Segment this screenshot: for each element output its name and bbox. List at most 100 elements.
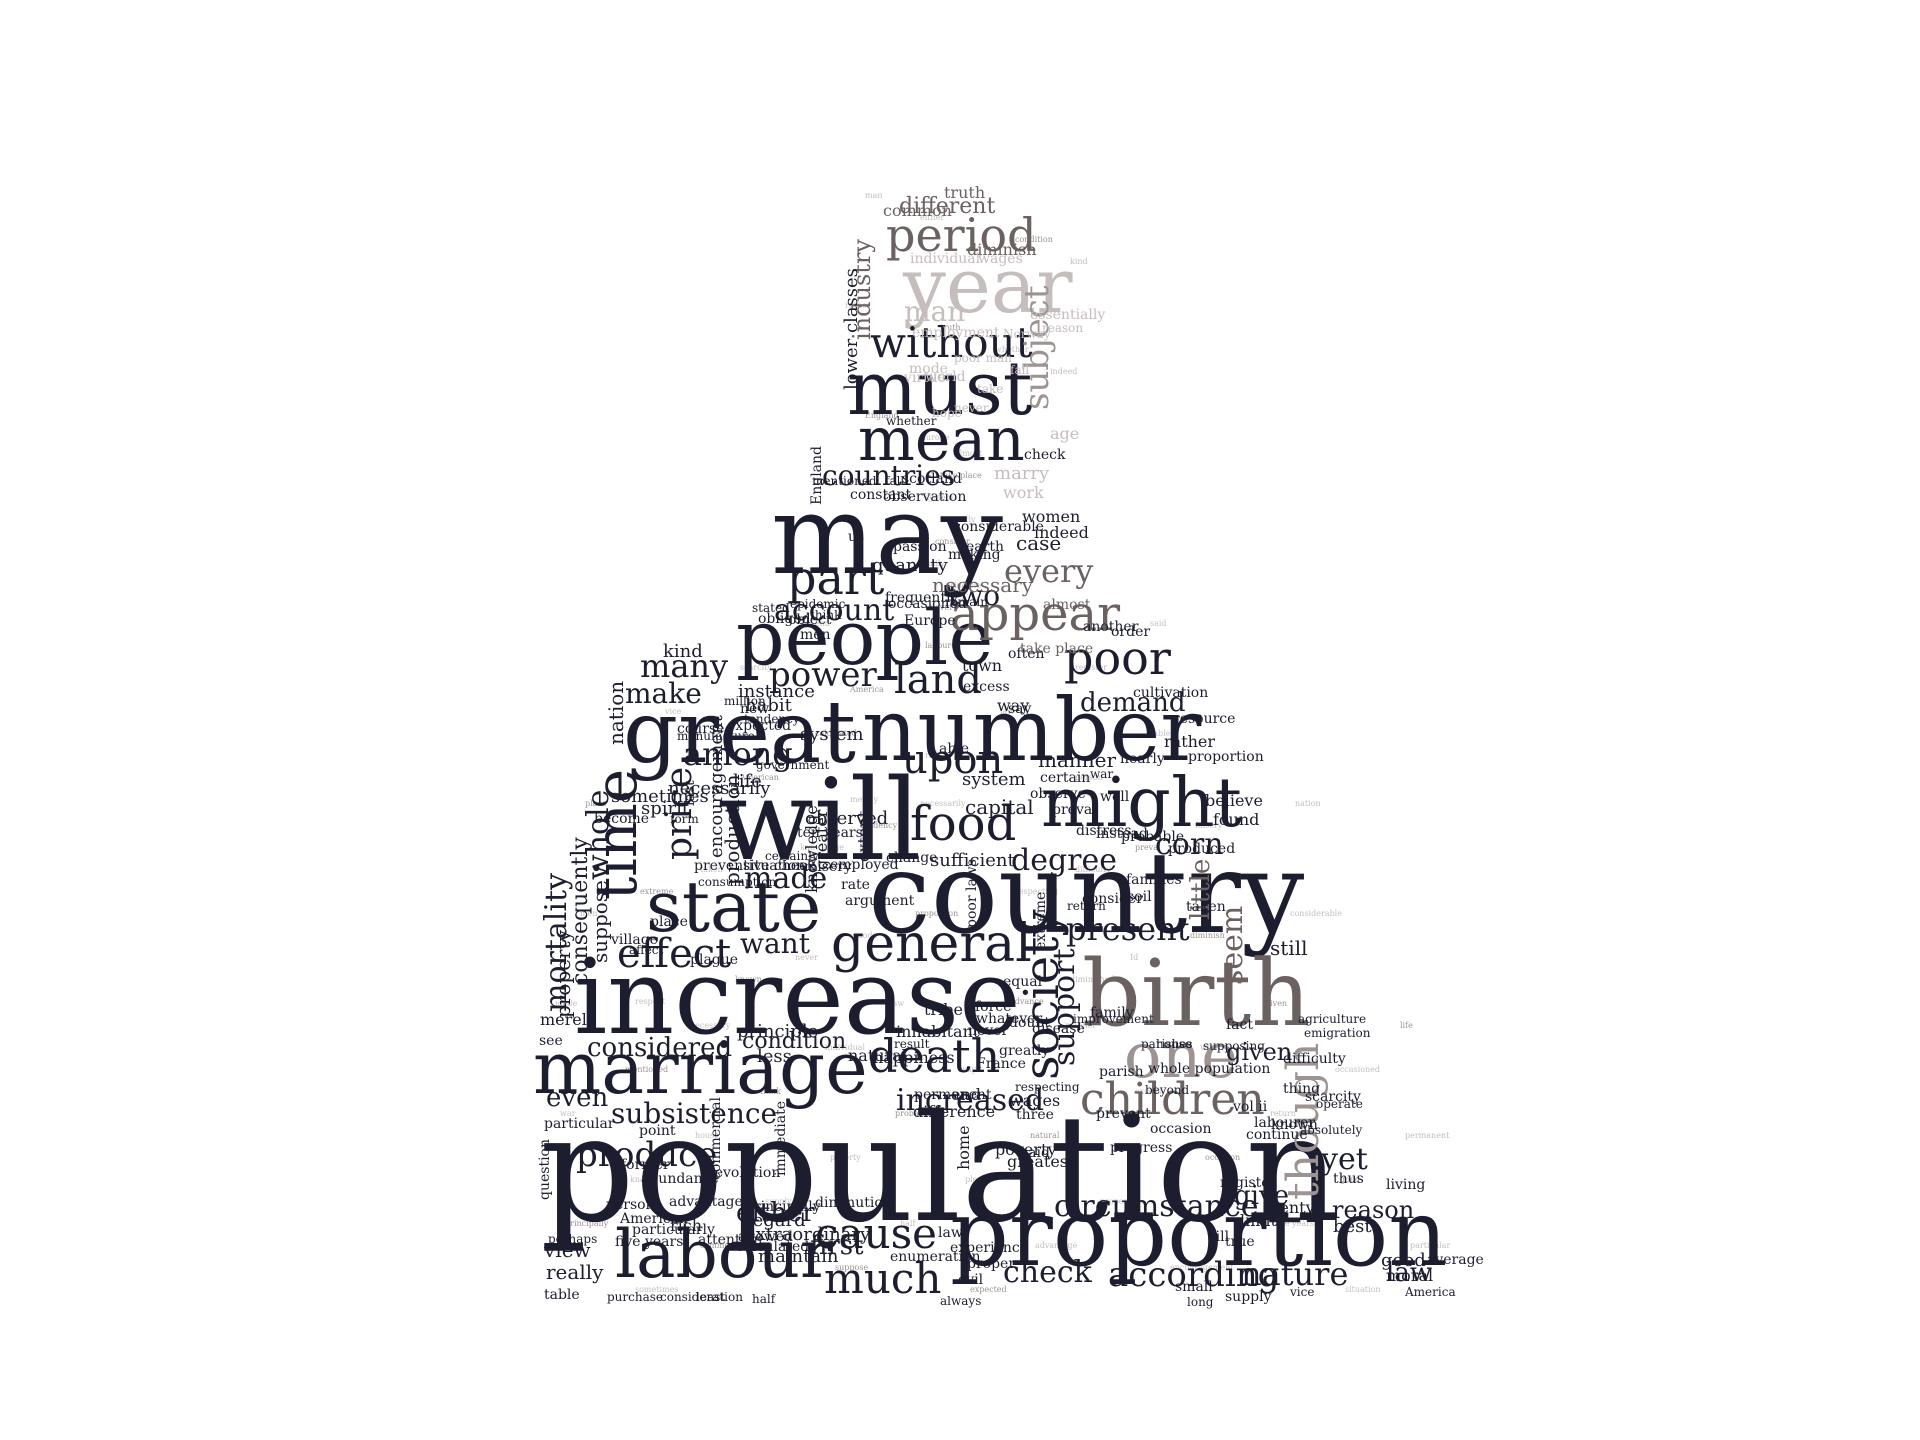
cloud-word-expected-237: expected	[727, 718, 792, 734]
cloud-word-equal-267: equal	[1003, 974, 1043, 990]
cloud-word-whatever-271: whatever	[976, 1011, 1043, 1027]
cloud-word-will-3: will	[718, 756, 922, 886]
cloud-word-mentioned-102: mentioned	[812, 474, 877, 488]
cloud-word-rich-204: rich	[670, 1216, 703, 1235]
cloud-word-work-97: work	[1003, 483, 1044, 502]
cloud-word-population-0: population	[540, 1083, 1341, 1255]
cloud-filler-word: think	[760, 1087, 781, 1096]
cloud-word-agriculture-262: agriculture	[1298, 1012, 1367, 1026]
cloud-word-distress-255: distress	[1076, 823, 1132, 839]
cloud-word-parish-140: parish	[1099, 1064, 1144, 1080]
cloud-filler-word: situation	[1345, 1285, 1381, 1294]
cloud-word-indeed-99: indeed	[1034, 523, 1089, 542]
cloud-word-power-37: power	[769, 655, 877, 695]
cloud-filler-word: return	[1270, 1109, 1296, 1118]
cloud-word-object-110: object	[788, 612, 832, 628]
cloud-word-evil-186: evil	[958, 1272, 984, 1288]
cloud-word-marry-96: marry	[994, 463, 1050, 484]
cloud-word-diminish-299: diminish	[967, 240, 1037, 259]
cloud-word-beyond-273: beyond	[1145, 1083, 1190, 1097]
cloud-filler-word: respecting	[1015, 887, 1059, 896]
cloud-filler-word: plenty	[965, 1175, 991, 1184]
cloud-word-different-65: different	[899, 194, 996, 219]
cloud-filler-word: American	[740, 773, 779, 782]
cloud-word-whether-94: whether	[886, 414, 937, 428]
cloud-word-many-40: many	[640, 647, 729, 685]
cloud-word-form-230: form	[670, 812, 699, 826]
cloud-filler-word: five years	[1275, 1219, 1315, 1228]
cloud-word-wages-298: wages	[978, 251, 1023, 267]
cloud-word-result-148: result	[894, 1037, 930, 1051]
cloud-filler-word: way	[960, 1065, 977, 1074]
cloud-filler-word: never	[930, 603, 953, 612]
cloud-word-quantity-78: quantity	[872, 555, 948, 576]
cloud-word-remain-113: remain	[945, 595, 988, 609]
cloud-word-poor-laws-268: poor laws	[964, 859, 980, 928]
cloud-word-period-31: period	[886, 208, 1037, 262]
cloud-word-extreme-269: extreme	[1033, 891, 1049, 950]
cloud-word-america-179: America	[1405, 1285, 1456, 1299]
cloud-word-frequently-111: frequently	[885, 590, 959, 606]
cloud-word-former-211: former	[621, 1157, 670, 1173]
cloud-word-think-117: think	[810, 608, 842, 622]
cloud-word-land-36: land	[894, 657, 983, 703]
cloud-word-plenty-172: plenty	[1264, 1198, 1315, 1217]
cloud-word-tendency-239: tendency	[744, 712, 800, 726]
cloud-word-account-50: account	[774, 593, 895, 628]
cloud-filler-word: suppose	[835, 1263, 869, 1272]
cloud-word-enumeration-190: enumeration	[890, 1249, 981, 1265]
cloud-word-man-64: man	[904, 295, 966, 328]
cloud-word-consider-134: consider	[1082, 891, 1143, 907]
cloud-word-living-171: living	[1386, 1177, 1426, 1193]
cloud-word-commercial-207: commercial	[708, 1097, 724, 1180]
cloud-word-course-236: course	[677, 721, 725, 737]
cloud-filler-word: respect	[635, 997, 666, 1006]
cloud-filler-word: person	[1075, 773, 1103, 782]
cloud-word-argument-246: argument	[845, 893, 915, 909]
cloud-word-given-72: given	[1226, 1038, 1293, 1066]
cloud-word-subsistence-52: subsistence	[611, 1097, 778, 1130]
cloud-word-women-98: women	[1022, 507, 1081, 526]
cloud-word-disease-270: disease	[1032, 1021, 1085, 1037]
cloud-word-number-4: number	[862, 681, 1202, 781]
cloud-word-found-131: found	[1213, 810, 1260, 829]
cloud-filler-word: men	[580, 909, 598, 918]
cloud-word-europe-109: Europe	[904, 613, 956, 629]
cloud-word-continue-166: continue	[1246, 1127, 1308, 1143]
cloud-word-diminution-191: diminution	[815, 1195, 892, 1211]
cloud-word-case-75: case	[1016, 531, 1062, 555]
cloud-filler-word: take place	[940, 471, 982, 480]
cloud-filler-word: law	[890, 999, 905, 1008]
cloud-word-happiness-146: happiness	[873, 1048, 955, 1067]
cloud-word-cultivation-108: cultivation	[1133, 685, 1209, 701]
cloud-filler-word: given	[1265, 999, 1288, 1008]
cloud-word-passion-281: passion	[893, 539, 947, 555]
cloud-filler-word: Europe	[920, 433, 950, 442]
cloud-word-particularly-203: particularly	[632, 1222, 715, 1238]
cloud-word-situation-242: situation	[743, 858, 806, 874]
cloud-filler-word: war	[560, 1109, 576, 1118]
cloud-word-may-9: may	[771, 471, 1004, 599]
cloud-filler-word: mentioned	[625, 1065, 669, 1074]
cloud-word-wages-155: wages	[1009, 1091, 1061, 1110]
cloud-word-law-67: law	[1386, 1258, 1433, 1288]
cloud-word-epidemic-278: epidemic	[790, 597, 846, 611]
cloud-word-yet-54: yet	[1321, 1142, 1368, 1177]
cloud-word-government-240: government	[756, 758, 830, 772]
cloud-filler-word: individual	[825, 1043, 866, 1052]
cloud-word-good-177: good	[1381, 1250, 1426, 1271]
cloud-word-thing-168: thing	[1283, 1081, 1321, 1097]
cloud-filler-word: indeed	[1050, 367, 1078, 376]
cloud-word-countries-43: countries	[822, 459, 956, 492]
cloud-word-family-139: family	[1090, 1005, 1134, 1021]
cloud-filler-word: truth	[940, 323, 961, 332]
cloud-word-excess-122: excess	[963, 679, 1010, 695]
cloud-word-mean-16: mean	[858, 405, 1025, 475]
cloud-word-according-29: according	[1108, 1255, 1280, 1295]
cloud-word-country-1: country	[868, 829, 1305, 959]
cloud-word-say-121: say	[1008, 701, 1032, 717]
cloud-word-absolutely-282: absolutely	[1300, 1123, 1363, 1137]
cloud-word-take-303: take	[977, 382, 1004, 396]
cloud-word-register-174: register	[1220, 1175, 1277, 1191]
cloud-word-make-41: make	[625, 677, 702, 710]
